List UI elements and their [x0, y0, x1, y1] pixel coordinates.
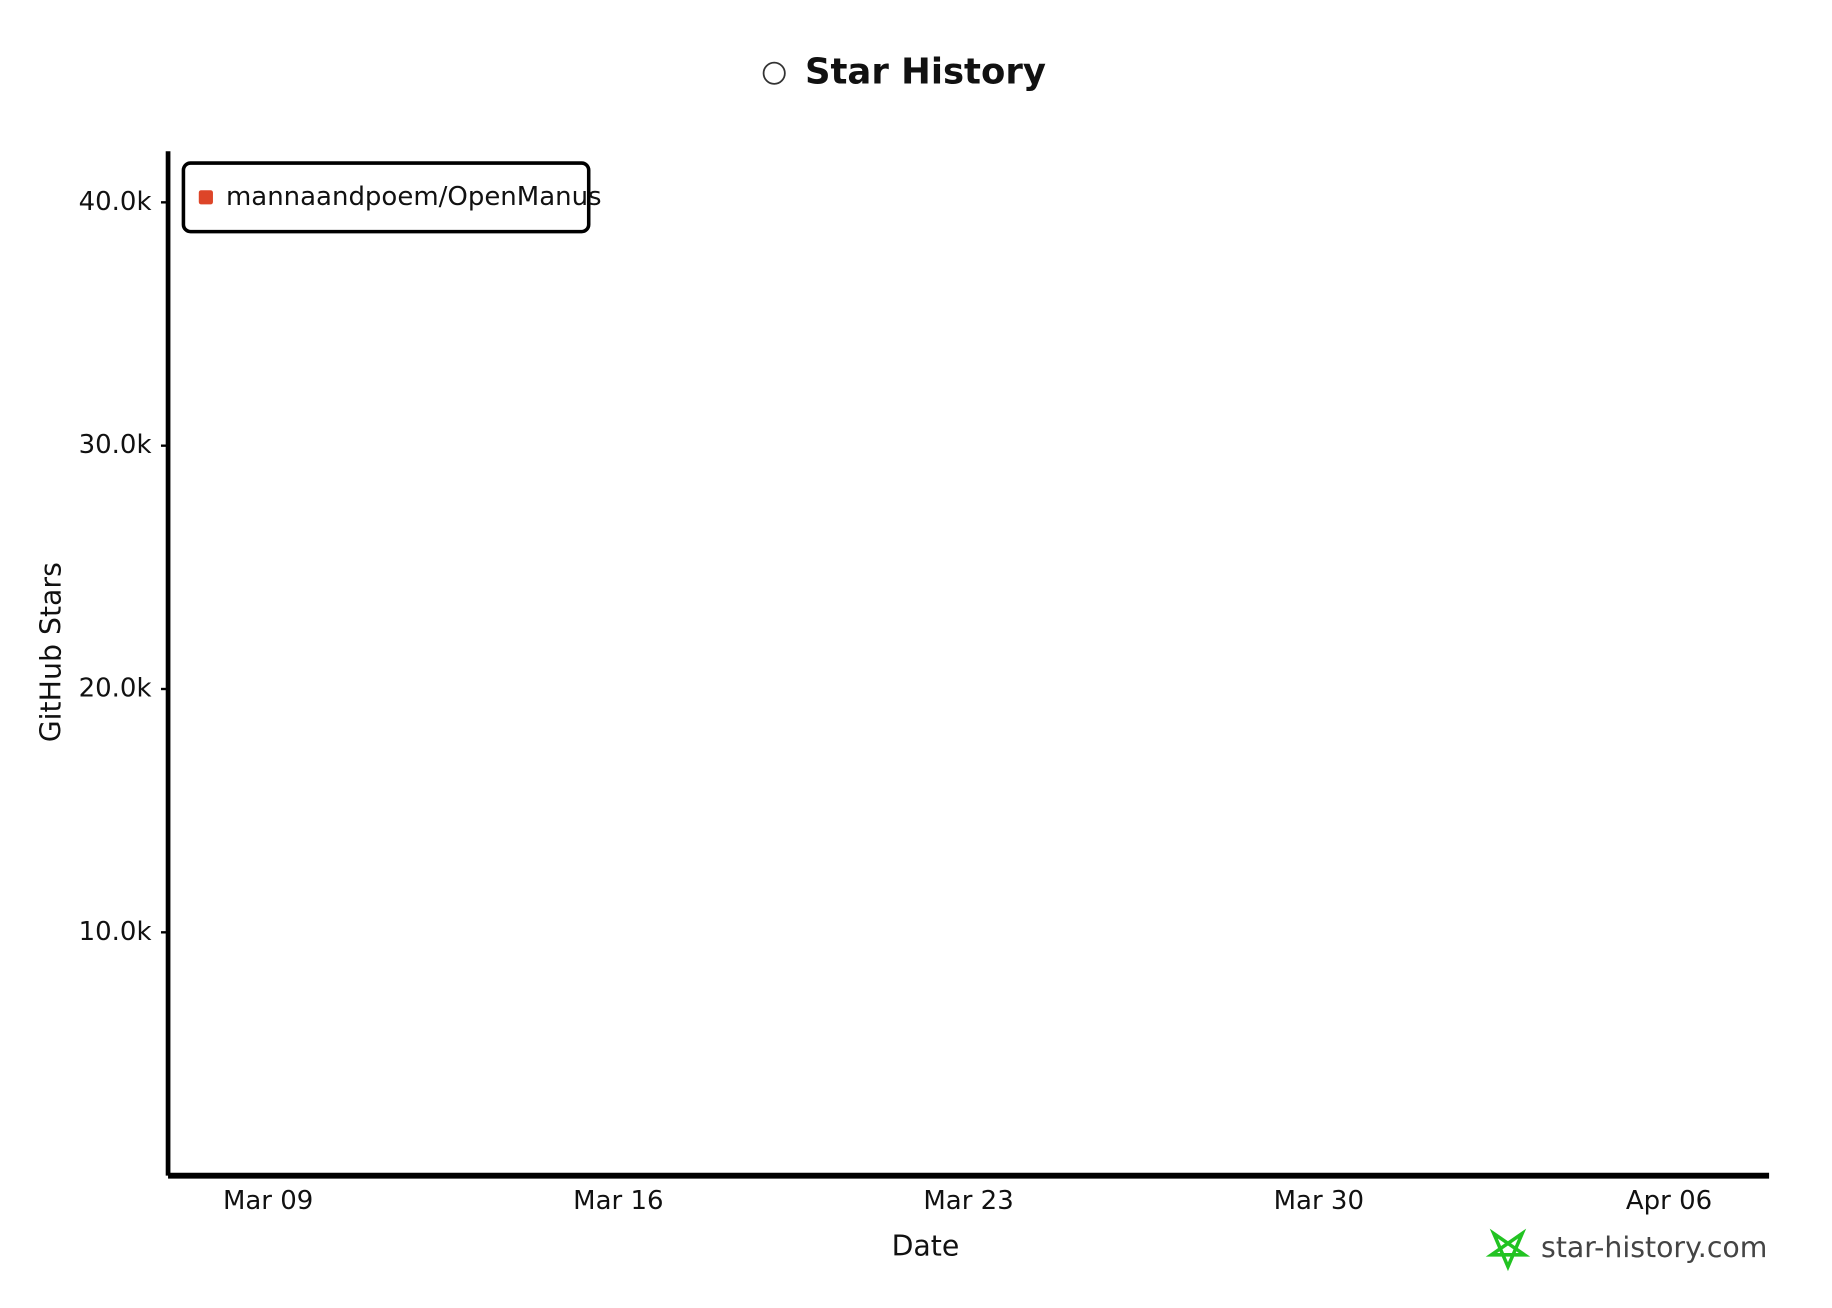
x-axis-label: Date [892, 1230, 960, 1263]
watermark: star-history.com [1541, 1231, 1767, 1264]
y-tick-label: 30.0k [79, 430, 152, 460]
x-tick-label: Mar 30 [1274, 1186, 1364, 1216]
y-tick-label: 20.0k [79, 674, 152, 704]
legend-label: mannaandpoem/OpenManus [226, 182, 602, 212]
y-axis-label: GitHub Stars [34, 562, 67, 742]
legend-swatch [198, 190, 213, 205]
x-tick-label: Mar 23 [923, 1186, 1013, 1216]
title-icon [762, 61, 786, 85]
watermark-icon [1485, 1228, 1531, 1272]
legend-box [181, 161, 591, 234]
x-tick-label: Apr 06 [1626, 1186, 1712, 1216]
x-tick-label: Mar 16 [573, 1186, 663, 1216]
chart-title: Star History [805, 51, 1046, 92]
x-tick-label: Mar 09 [223, 1186, 313, 1216]
y-tick-label: 10.0k [79, 917, 152, 947]
y-tick-label: 40.0k [79, 187, 152, 217]
